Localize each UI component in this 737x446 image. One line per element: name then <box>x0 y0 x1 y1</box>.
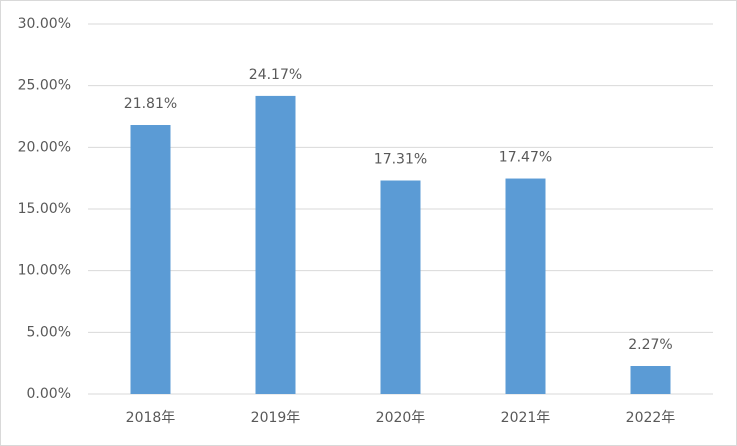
y-tick-label: 5.00% <box>27 324 71 340</box>
y-tick-label: 0.00% <box>27 386 71 402</box>
bar <box>630 366 671 394</box>
x-tick-label: 2022年 <box>626 410 676 426</box>
x-tick-label: 2020年 <box>376 410 426 426</box>
data-label: 17.31% <box>374 152 427 168</box>
y-tick-label: 15.00% <box>18 201 71 217</box>
y-tick-label: 20.00% <box>18 139 71 155</box>
y-tick-label: 10.00% <box>18 263 71 279</box>
data-label: 24.17% <box>249 67 302 83</box>
bar <box>130 125 171 394</box>
y-tick-label: 25.00% <box>18 78 71 94</box>
bar <box>255 95 296 395</box>
bar <box>505 178 546 394</box>
y-tick-label: 30.00% <box>18 16 71 32</box>
x-tick-label: 2018年 <box>126 410 176 426</box>
data-label: 21.81% <box>124 96 177 112</box>
data-label: 2.27% <box>628 337 672 353</box>
x-tick-label: 2021年 <box>501 410 551 426</box>
bar <box>380 180 421 394</box>
data-label: 17.47% <box>499 150 552 166</box>
x-tick-label: 2019年 <box>251 410 301 426</box>
